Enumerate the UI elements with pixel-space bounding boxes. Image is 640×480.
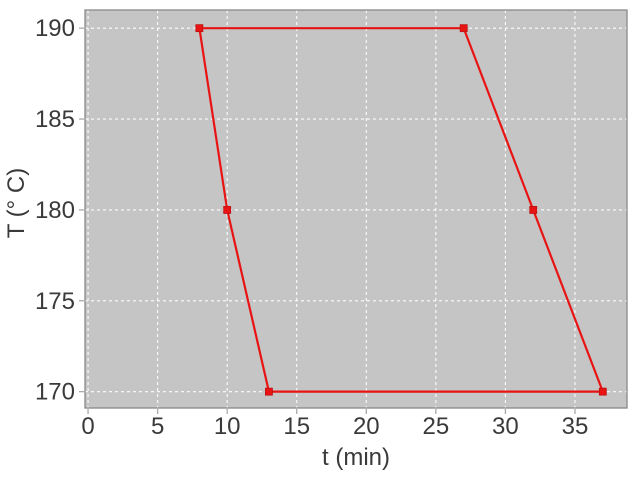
- y-tick-label: 185: [35, 106, 75, 133]
- x-tick-label: 20: [353, 413, 380, 440]
- y-tick-label: 180: [35, 197, 75, 224]
- x-tick-label: 0: [81, 413, 94, 440]
- x-tick-label: 10: [214, 413, 241, 440]
- y-tick-label: 170: [35, 379, 75, 406]
- data-point-marker: [598, 387, 607, 396]
- data-point-marker: [195, 24, 204, 33]
- y-tick-label: 175: [35, 288, 75, 315]
- x-tick-label: 25: [423, 413, 450, 440]
- x-axis-title: t (min): [322, 444, 390, 471]
- data-point-marker: [459, 24, 468, 33]
- data-point-marker: [529, 206, 538, 214]
- x-tick-label: 15: [283, 413, 310, 440]
- plot-area: [85, 10, 627, 408]
- y-tick-label: 190: [35, 15, 75, 42]
- plot-border: [84, 9, 628, 409]
- y-axis-title: T (° C): [3, 168, 30, 238]
- x-tick-label: 5: [151, 413, 164, 440]
- x-tick-label: 35: [562, 413, 589, 440]
- data-point-marker: [265, 387, 273, 396]
- data-point-marker: [223, 206, 232, 214]
- x-tick-label: 30: [492, 413, 519, 440]
